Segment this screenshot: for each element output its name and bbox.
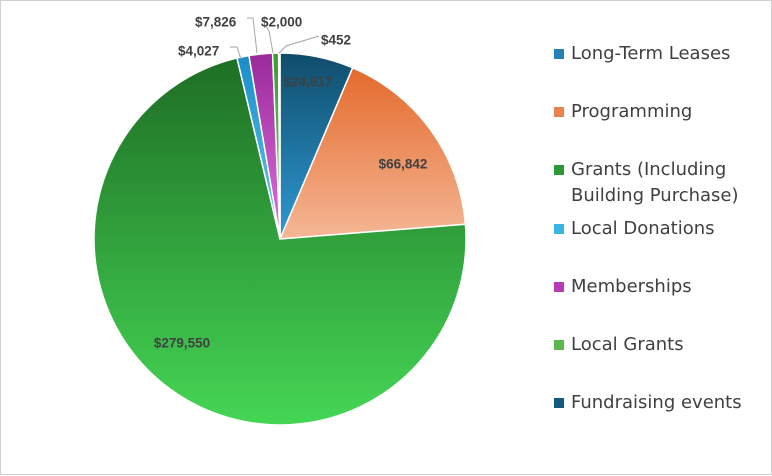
data-label-programming: $66,842 bbox=[379, 157, 428, 172]
pie-slices bbox=[93, 52, 467, 426]
data-label-long-term-leases: $452 bbox=[321, 33, 351, 48]
legend-swatch-fundraising-events bbox=[554, 398, 564, 408]
legend-swatch-long-term-leases bbox=[554, 49, 564, 59]
legend-swatch-grants-including-building-purchase bbox=[554, 165, 564, 175]
leader-line-local-grants bbox=[265, 25, 274, 54]
pie-slice-programming bbox=[278, 66, 467, 240]
leader-line-local-donations bbox=[230, 46, 242, 60]
legend-swatch-local-donations bbox=[554, 224, 564, 234]
data-label-local-grants: $2,000 bbox=[261, 15, 302, 30]
leader-lines bbox=[230, 17, 320, 60]
data-label-memberships: $7,826 bbox=[195, 15, 237, 30]
legend-label-fundraising-events: Fundraising events bbox=[571, 392, 742, 413]
leader-line-memberships bbox=[247, 17, 258, 54]
legend-label-programming: Programming bbox=[571, 101, 692, 122]
legend: Long-Term Leases Programming Grants (Inclu… bbox=[554, 43, 742, 413]
pie-slice-grants-including-building-purchase bbox=[93, 57, 467, 426]
data-label-fundraising-events: $24,617 bbox=[284, 75, 333, 90]
legend-label-grants-including-building-purchase: Grants (Including Building Purchase) bbox=[571, 159, 739, 206]
data-labels: $24,617 $66,842 $279,550 $4,027 $7,826 $2,000… bbox=[154, 15, 428, 351]
data-label-grants-including-building-purchase: $279,550 bbox=[154, 336, 210, 351]
legend-label-long-term-leases: Long-Term Leases bbox=[571, 43, 730, 64]
legend-swatch-local-grants bbox=[554, 340, 564, 350]
leader-line-long-term-leases bbox=[278, 35, 320, 54]
legend-label-memberships: Memberships bbox=[571, 276, 692, 297]
legend-swatch-memberships bbox=[554, 282, 564, 292]
legend-swatch-programming bbox=[554, 107, 564, 117]
legend-label-local-grants: Local Grants bbox=[571, 334, 684, 355]
data-label-local-donations: $4,027 bbox=[178, 44, 219, 59]
legend-label-local-donations: Local Donations bbox=[571, 218, 715, 239]
